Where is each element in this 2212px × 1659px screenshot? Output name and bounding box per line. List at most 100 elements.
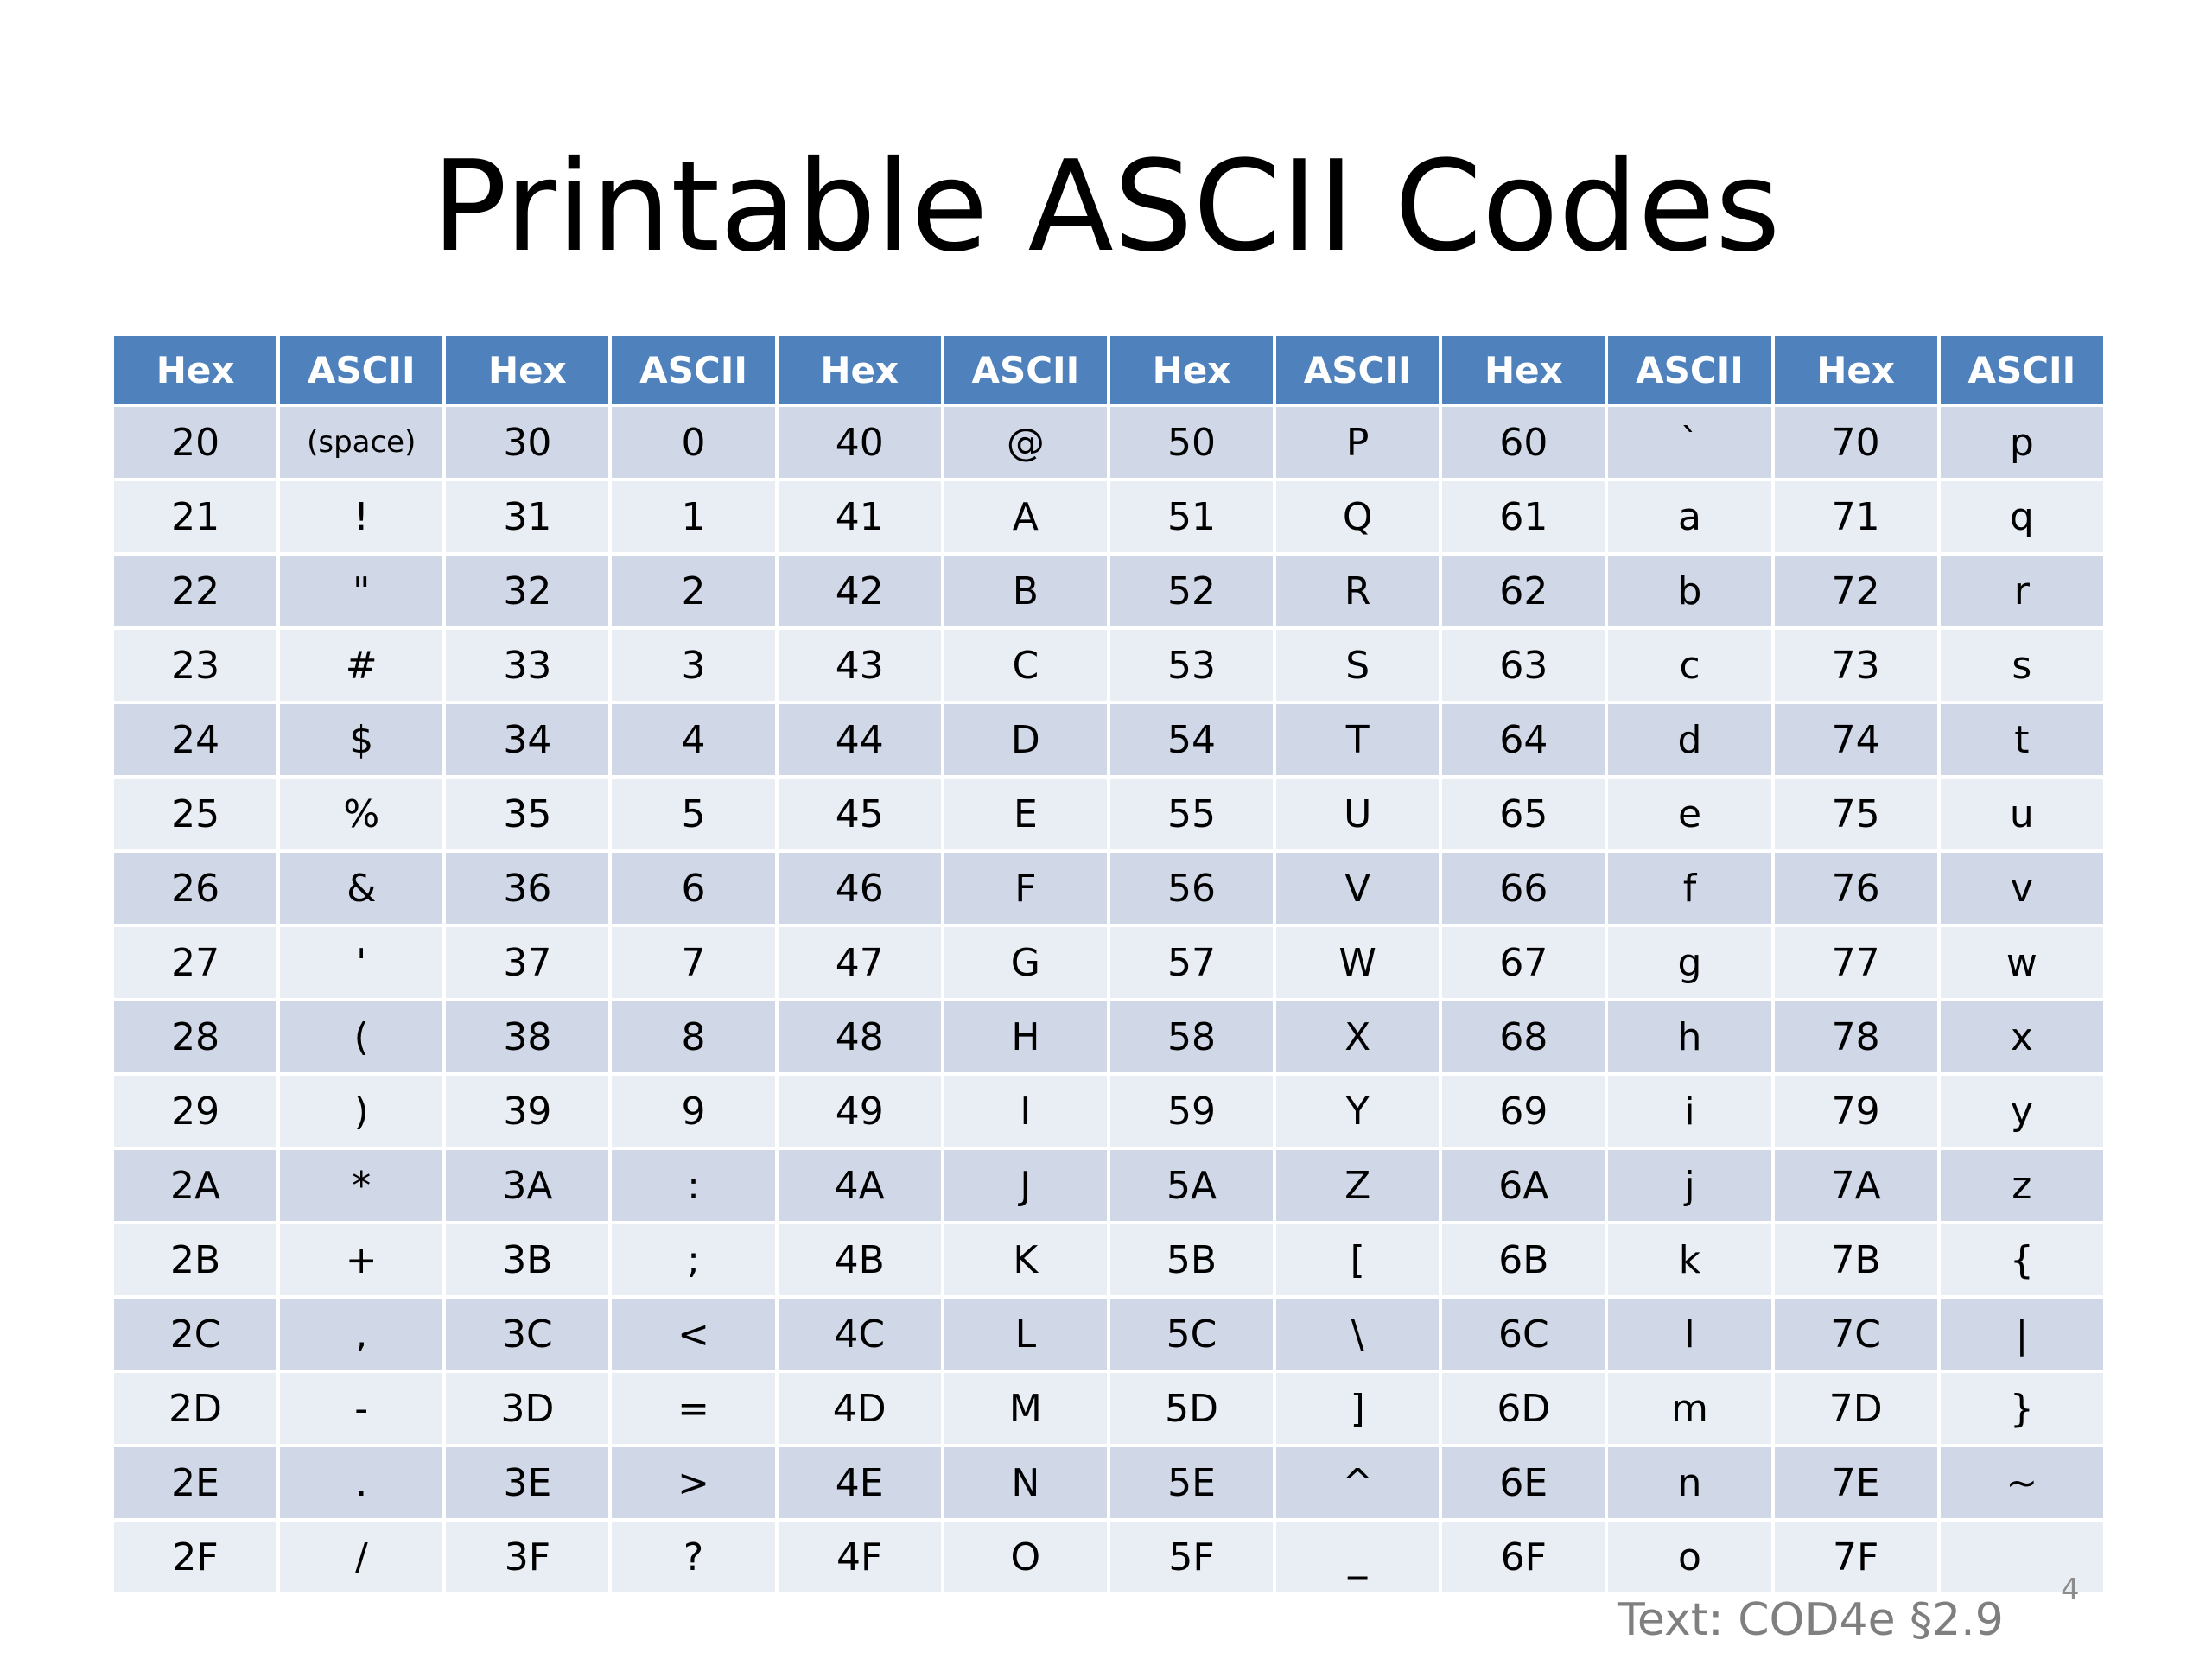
hex-code-cell: 3E: [446, 1447, 609, 1518]
ascii-char-cell: \: [1276, 1299, 1440, 1370]
ascii-char-cell: !: [280, 481, 443, 552]
ascii-char-cell: ]: [1276, 1373, 1440, 1444]
ascii-char-cell: F: [944, 853, 1107, 924]
table-row: 2F/3F? 4F O 5F _ 6F o 7F: [114, 1522, 2103, 1592]
table-row: 2E. 3E >4E N 5E ^ 6E n 7E ~: [114, 1447, 2103, 1518]
hex-code-cell: 58: [1109, 1001, 1274, 1072]
hex-code-cell: 4F: [778, 1522, 941, 1592]
hex-code-cell: 6D: [1442, 1373, 1605, 1444]
ascii-char-cell: w: [1940, 927, 2103, 998]
hex-code-cell: 56: [1109, 853, 1274, 924]
ascii-char-cell: C: [944, 630, 1107, 701]
ascii-char-cell: l: [1608, 1299, 1771, 1370]
hex-code-cell: 2E: [114, 1447, 277, 1518]
hex-code-cell: 27: [114, 927, 277, 998]
ascii-char-cell: D: [944, 704, 1107, 775]
ascii-char-cell: :: [612, 1150, 775, 1221]
ascii-char-cell: @: [944, 407, 1107, 478]
slide-title: Printable ASCII Codes: [431, 134, 1781, 280]
hex-code-cell: 2F: [114, 1522, 277, 1592]
ascii-char-cell: X: [1276, 1001, 1440, 1072]
ascii-char-cell: ': [280, 927, 443, 998]
ascii-char-cell: Z: [1276, 1150, 1440, 1221]
hex-code-cell: 5C: [1109, 1299, 1274, 1370]
hex-code-cell: 48: [778, 1001, 941, 1072]
hex-column-header: Hex: [1774, 336, 1937, 404]
ascii-char-cell: `: [1608, 407, 1771, 478]
ascii-char-cell: (space): [280, 407, 443, 478]
hex-code-cell: 61: [1442, 481, 1605, 552]
hex-code-cell: 3A: [446, 1150, 609, 1221]
ascii-char-cell: =: [612, 1373, 775, 1444]
table-row: 29) 39 9 49 I 59 Y 69 i 79 y: [114, 1076, 2103, 1147]
ascii-char-cell: ): [280, 1076, 443, 1147]
ascii-char-cell: v: [1940, 853, 2103, 924]
hex-code-cell: 75: [1774, 779, 1937, 849]
hex-code-cell: 30: [446, 407, 609, 478]
ascii-char-cell: +: [280, 1224, 443, 1295]
hex-code-cell: 42: [778, 556, 941, 626]
hex-code-cell: 79: [1774, 1076, 1937, 1147]
ascii-char-cell: $: [280, 704, 443, 775]
hex-code-cell: 7D: [1774, 1373, 1937, 1444]
hex-code-cell: 4E: [778, 1447, 941, 1518]
hex-code-cell: 26: [114, 853, 277, 924]
hex-code-cell: 4A: [778, 1150, 941, 1221]
ascii-char-cell: q: [1940, 481, 2103, 552]
hex-code-cell: 41: [778, 481, 941, 552]
hex-code-cell: 36: [446, 853, 609, 924]
ascii-char-cell: 3: [612, 630, 775, 701]
ascii-char-cell: g: [1608, 927, 1771, 998]
ascii-char-cell: e: [1608, 779, 1771, 849]
ascii-char-cell: t: [1940, 704, 2103, 775]
hex-code-cell: 31: [446, 481, 609, 552]
hex-code-cell: 44: [778, 704, 941, 775]
ascii-char-cell: ~: [1940, 1447, 2103, 1518]
hex-code-cell: 5E: [1109, 1447, 1274, 1518]
table-row: 21! 31 1 41 A 51 Q 61 a 71 q: [114, 481, 2103, 552]
table-row: 25% 35 5 45 E 55 U 65 e 75 u: [114, 779, 2103, 849]
ascii-char-cell: [: [1276, 1224, 1440, 1295]
hex-code-cell: 49: [778, 1076, 941, 1147]
ascii-char-cell: k: [1608, 1224, 1771, 1295]
table-row: 22 " 32 2 42 B 52 R 62 b 72 r: [114, 556, 2103, 626]
ascii-char-cell: Q: [1276, 481, 1440, 552]
hex-code-cell: 53: [1109, 630, 1274, 701]
hex-code-cell: 66: [1442, 853, 1605, 924]
hex-code-cell: 5F: [1109, 1522, 1274, 1592]
ascii-char-cell: i: [1608, 1076, 1771, 1147]
hex-code-cell: 47: [778, 927, 941, 998]
ascii-char-cell: A: [944, 481, 1107, 552]
ascii-char-cell: ,: [280, 1299, 443, 1370]
hex-code-cell: 2D: [114, 1373, 277, 1444]
hex-code-cell: 65: [1442, 779, 1605, 849]
hex-code-cell: 73: [1774, 630, 1937, 701]
ascii-column-header: ASCII: [1276, 336, 1440, 404]
table-row: 20 (space) 30 0 40 @50 P 60 ` 70 p: [114, 407, 2103, 478]
ascii-char-cell: f: [1608, 853, 1771, 924]
table-header-row: Hex ASCII Hex ASCII Hex ASCII Hex ASCII Hex ASCII…: [114, 336, 2103, 404]
ascii-char-cell: W: [1276, 927, 1440, 998]
ascii-char-cell: P: [1276, 407, 1440, 478]
ascii-char-cell: .: [280, 1447, 443, 1518]
ascii-char-cell: 8: [612, 1001, 775, 1072]
hex-code-cell: 6A: [1442, 1150, 1605, 1221]
hex-column-header: Hex: [778, 336, 941, 404]
hex-code-cell: 25: [114, 779, 277, 849]
ascii-char-cell: b: [1608, 556, 1771, 626]
ascii-char-cell: u: [1940, 779, 2103, 849]
hex-code-cell: 76: [1774, 853, 1937, 924]
hex-code-cell: 6B: [1442, 1224, 1605, 1295]
hex-code-cell: 59: [1109, 1076, 1274, 1147]
hex-code-cell: 37: [446, 927, 609, 998]
hex-code-cell: 40: [778, 407, 941, 478]
hex-code-cell: 74: [1774, 704, 1937, 775]
ascii-char-cell: h: [1608, 1001, 1771, 1072]
ascii-char-cell: o: [1608, 1522, 1771, 1592]
hex-code-cell: 68: [1442, 1001, 1605, 1072]
hex-code-cell: 7A: [1774, 1150, 1937, 1221]
ascii-char-cell: (: [280, 1001, 443, 1072]
ascii-char-cell: I: [944, 1076, 1107, 1147]
hex-code-cell: 77: [1774, 927, 1937, 998]
hex-code-cell: 57: [1109, 927, 1274, 998]
